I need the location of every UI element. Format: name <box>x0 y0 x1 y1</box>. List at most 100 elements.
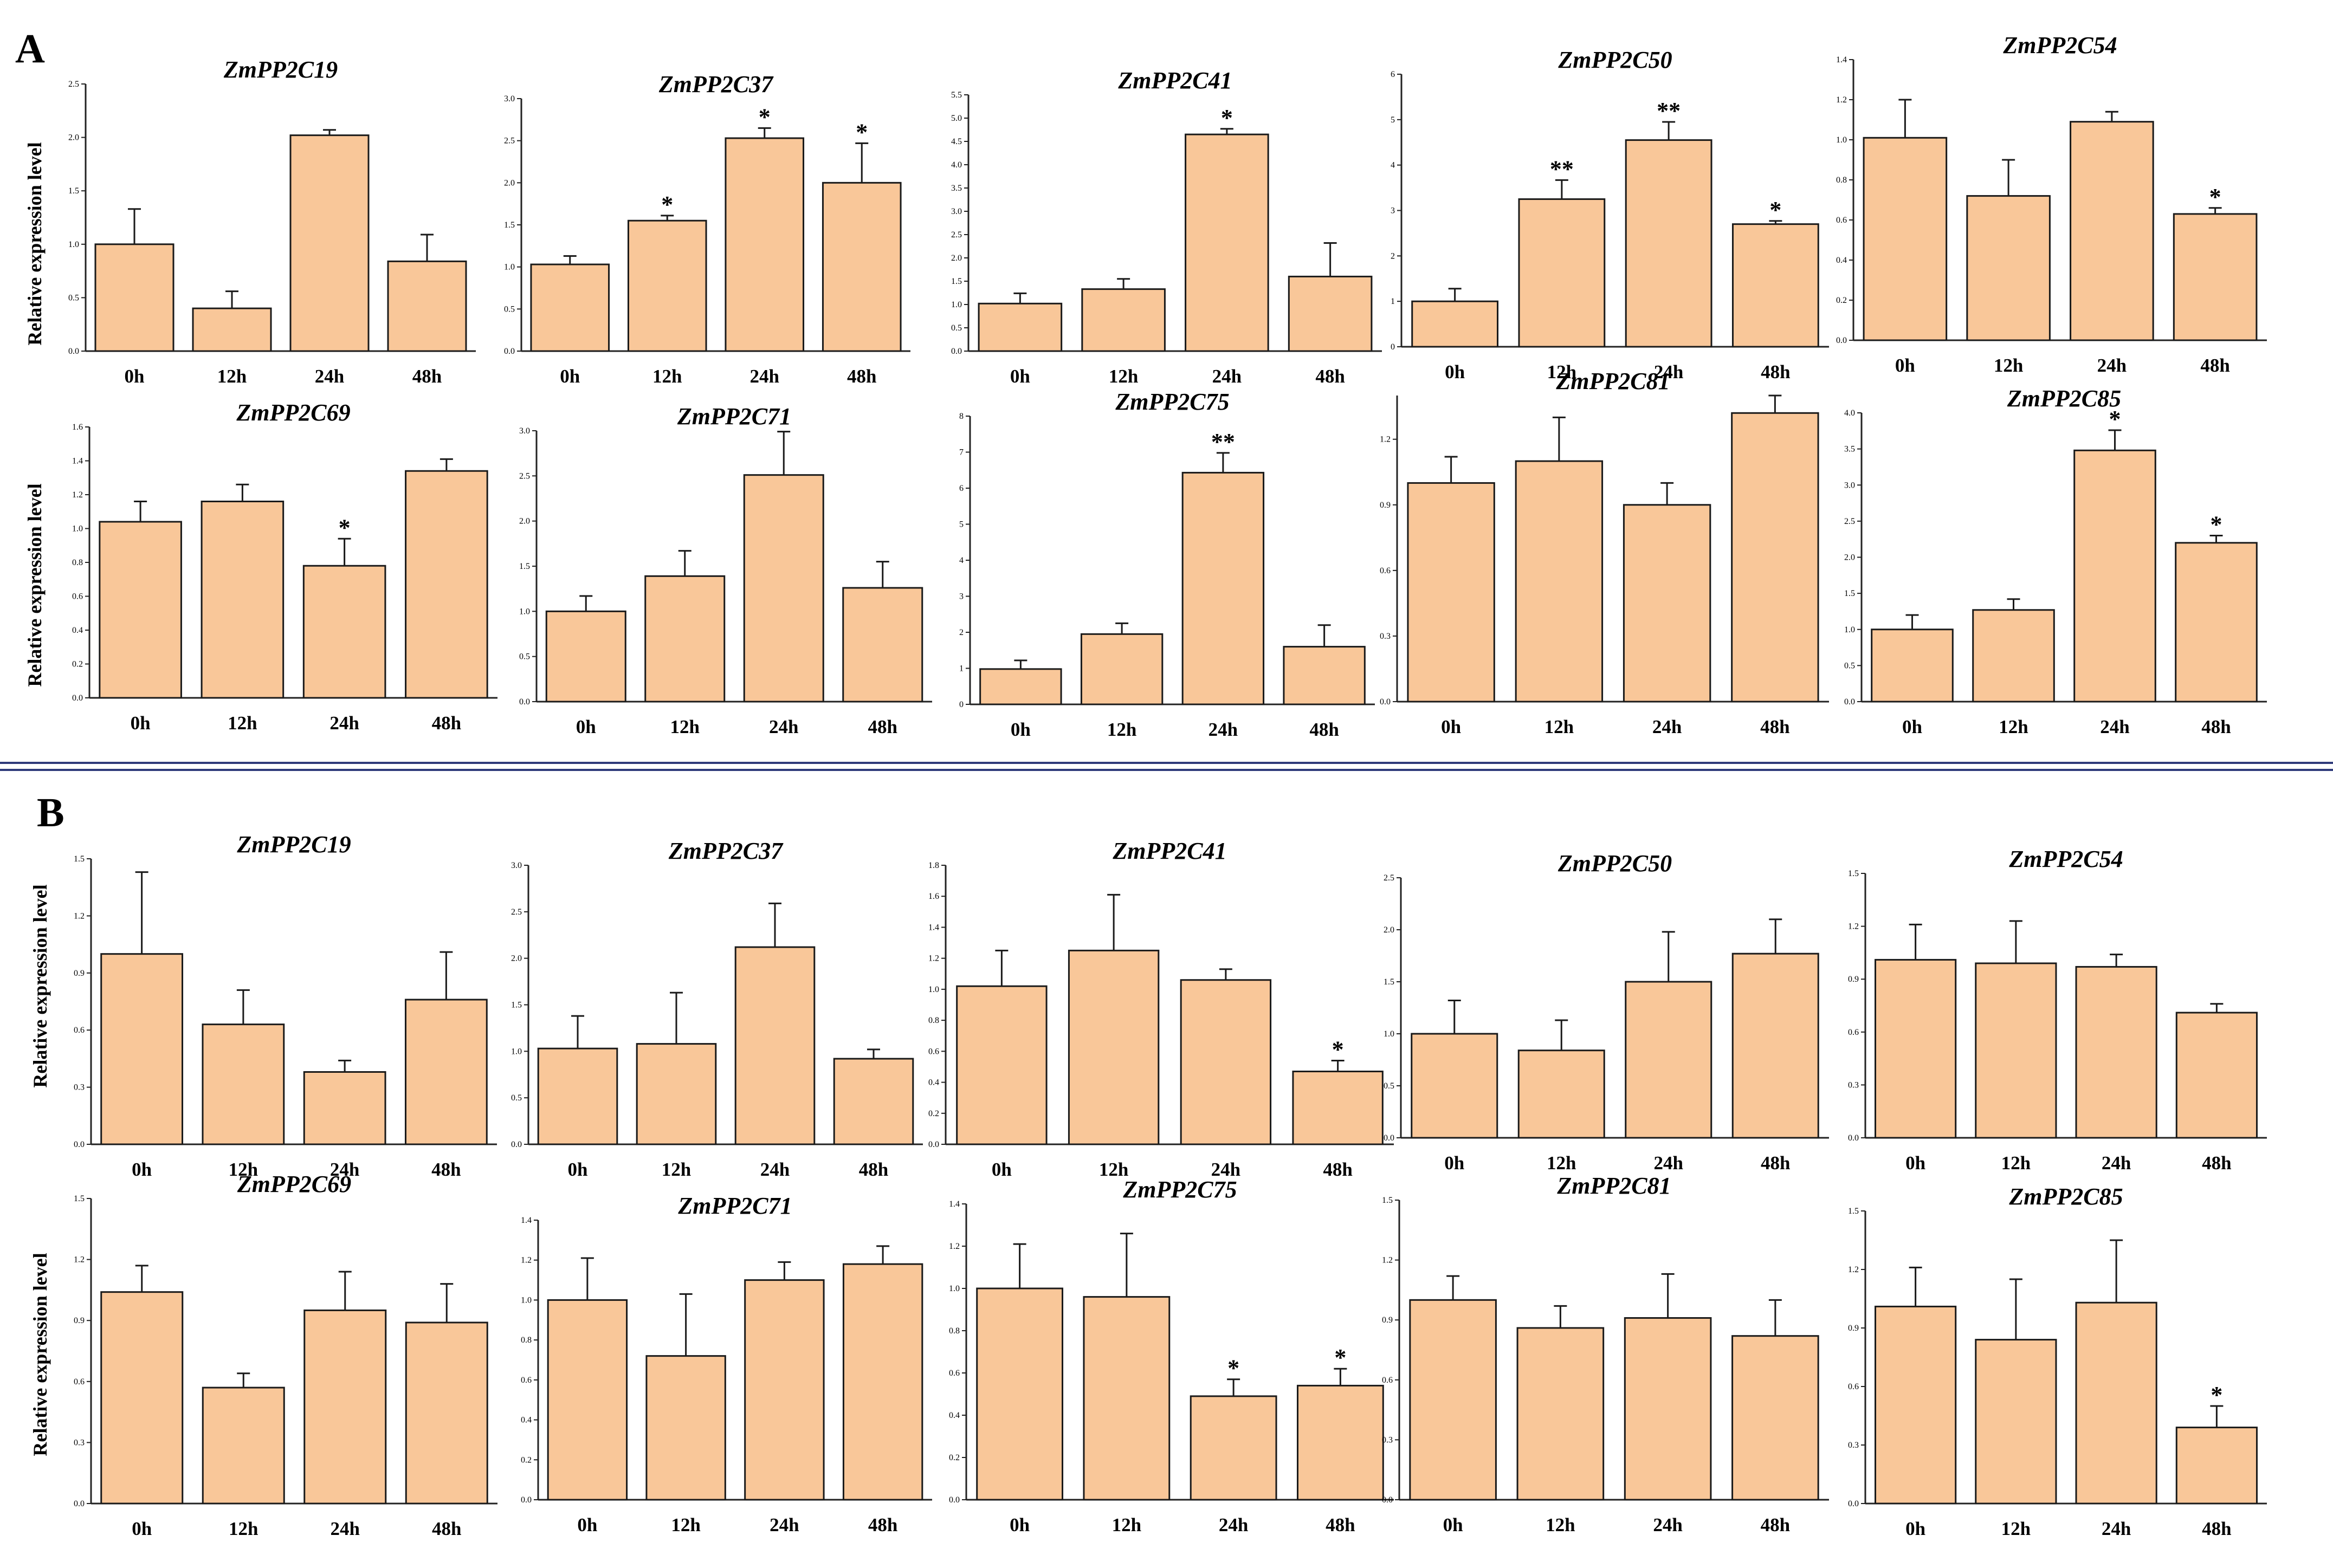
y-tick-label: 2.0 <box>504 178 515 187</box>
x-tick-label: 12h <box>670 716 700 737</box>
y-tick-label: 0.0 <box>511 1140 522 1149</box>
x-tick-label: 12h <box>228 712 257 734</box>
y-tick-label: 6 <box>1391 70 1395 79</box>
y-tick-label: 0.4 <box>521 1416 532 1425</box>
y-tick-label: 4.5 <box>951 137 962 146</box>
chart-b-zmpp2c41: ZmPP2C41 0.0 0.2 0.4 0.6 0.8 1.0 1.2 1.4 1.6 1.8 0h… <box>928 838 1394 1180</box>
bar-48h <box>1288 275 1373 352</box>
bar-12h <box>1515 460 1604 703</box>
x-tick-label: 12h <box>1999 716 2028 737</box>
y-tick-label: 1.2 <box>928 954 939 963</box>
y-tick-label: 0.3 <box>74 1083 85 1092</box>
y-tick-label: 0.4 <box>928 1078 939 1087</box>
y-tick-label: 4.0 <box>951 160 962 170</box>
x-tick-label: 12h <box>2001 1152 2031 1174</box>
y-tick-label: 2.0 <box>951 254 962 263</box>
bar-0h <box>99 521 182 699</box>
x-tick-label: 24h <box>1212 366 1242 387</box>
y-tick-label: 2.5 <box>504 137 515 146</box>
bar-24h <box>725 137 805 352</box>
y-tick-label: 3.5 <box>1844 445 1855 454</box>
y-tick-label: 0.2 <box>949 1453 960 1462</box>
bar-24h <box>1625 139 1712 348</box>
x-tick-label: 24h <box>769 716 798 737</box>
x-tick-label: 0h <box>125 366 145 387</box>
x-tick-label: 0h <box>560 366 580 387</box>
x-tick-label: 48h <box>1761 1152 1790 1174</box>
x-tick-label: 0h <box>132 1159 152 1180</box>
chart-title: ZmPP2C69 <box>237 1171 351 1197</box>
x-tick-label: 12h <box>1099 1159 1128 1180</box>
chart-a-zmpp2c69: ZmPP2C69 0.0 0.2 0.4 0.6 0.8 1.0 1.2 1.4 1.6 0h 12h… <box>72 399 497 734</box>
y-tick-label: 0.3 <box>1380 632 1391 641</box>
y-tick-label: 1 <box>959 664 964 673</box>
bar-24h <box>744 1279 825 1501</box>
bar-12h <box>202 1386 285 1505</box>
y-tick-label: 0.0 <box>1382 1495 1393 1505</box>
x-tick-label: 24h <box>331 1518 360 1539</box>
y-tick-label: 0 <box>1391 342 1395 352</box>
x-tick-label: 24h <box>330 1159 359 1180</box>
y-tick-label: 0.0 <box>1844 697 1855 707</box>
y-tick-label: 0.0 <box>68 347 79 356</box>
bar-24h <box>2075 966 2157 1139</box>
x-tick-label: 48h <box>1309 719 1339 740</box>
bar-0h <box>94 243 175 352</box>
y-tick-label: 3.0 <box>951 207 962 216</box>
bar-0h <box>1875 1305 1957 1505</box>
chart-a-zmpp2c81: ZmPP2C81 0.0 0.3 0.6 0.9 1.2 0h 12h 24h 48h <box>1380 368 1829 737</box>
x-tick-label: 12h <box>1546 1514 1575 1535</box>
y-tick-label: 1.5 <box>74 1194 85 1203</box>
chart-title: ZmPP2C37 <box>668 838 784 864</box>
y-tick-label: 3.0 <box>504 94 515 103</box>
y-tick-label: 5.0 <box>951 114 962 123</box>
chart-title: ZmPP2C37 <box>658 71 774 98</box>
y-tick-label: 1.5 <box>504 221 515 230</box>
x-tick-label: 12h <box>652 366 682 387</box>
y-tick-label: 0.2 <box>1836 296 1847 305</box>
significance-marker: * <box>2109 406 2121 432</box>
y-axis-label-a-row1: Relative expression level <box>24 142 46 345</box>
chart-b-zmpp2c54: ZmPP2C54 0.0 0.3 0.6 0.9 1.2 1.5 0h 12h 24h 48h <box>1848 846 2267 1174</box>
chart-title: ZmPP2C54 <box>2008 846 2123 872</box>
y-tick-label: 2.0 <box>511 954 522 963</box>
x-tick-label: 48h <box>412 366 442 387</box>
chart-b-zmpp2c37: ZmPP2C37 0.0 0.5 1.0 1.5 2.0 2.5 3.0 0h 12h 24h 48h <box>511 838 923 1180</box>
chart-b-zmpp2c50: ZmPP2C50 0.0 0.5 1.0 1.5 2.0 2.5 0h 12h 24h 48h <box>1384 850 1829 1174</box>
panel-label-a: A <box>15 26 45 72</box>
x-tick-label: 24h <box>2102 1152 2131 1174</box>
chart-b-zmpp2c19: ZmPP2C19 0.0 0.3 0.6 0.9 1.2 1.5 0h 12h 24h 48h <box>74 831 497 1180</box>
bar-0h <box>1871 629 1954 703</box>
x-tick-label: 24h <box>329 712 359 734</box>
y-tick-label: 1.0 <box>1844 625 1855 634</box>
x-tick-label: 24h <box>1653 1514 1682 1535</box>
x-tick-label: 0h <box>1444 1152 1464 1174</box>
y-tick-label: 1.5 <box>1382 1196 1393 1205</box>
x-tick-label: 12h <box>1544 716 1574 737</box>
bar-0h <box>1409 1299 1497 1501</box>
bar-48h <box>842 1263 923 1501</box>
chart-b-zmpp2c81: ZmPP2C81 0.0 0.3 0.6 0.9 1.2 1.5 0h 12h 24h 48h <box>1382 1172 1829 1535</box>
y-tick-label: 1.2 <box>1848 1265 1859 1274</box>
significance-marker: * <box>759 103 771 130</box>
bar-0h <box>537 1047 618 1145</box>
x-tick-label: 0h <box>1902 716 1922 737</box>
x-tick-label: 0h <box>992 1159 1012 1180</box>
bar-12h <box>644 575 726 703</box>
y-tick-label: 2.0 <box>1384 925 1394 935</box>
bar-0h <box>1411 300 1499 348</box>
bar-24h <box>1180 979 1272 1145</box>
panel-label-b: B <box>37 790 64 835</box>
y-tick-label: 0.9 <box>74 1316 85 1325</box>
chart-title: ZmPP2C19 <box>236 831 351 858</box>
y-tick-label: 0.6 <box>1848 1382 1859 1391</box>
x-tick-label: 48h <box>432 1518 461 1539</box>
x-tick-label: 48h <box>847 366 876 387</box>
y-tick-label: 1.0 <box>68 240 79 249</box>
bar-0h <box>1411 1033 1498 1139</box>
y-tick-label: 0.0 <box>1848 1499 1859 1508</box>
y-axis-label-a-row2: Relative expression level <box>24 483 46 686</box>
y-tick-label: 5.5 <box>951 90 962 100</box>
x-tick-label: 12h <box>2001 1518 2031 1539</box>
bar-12h <box>1975 1339 2057 1505</box>
